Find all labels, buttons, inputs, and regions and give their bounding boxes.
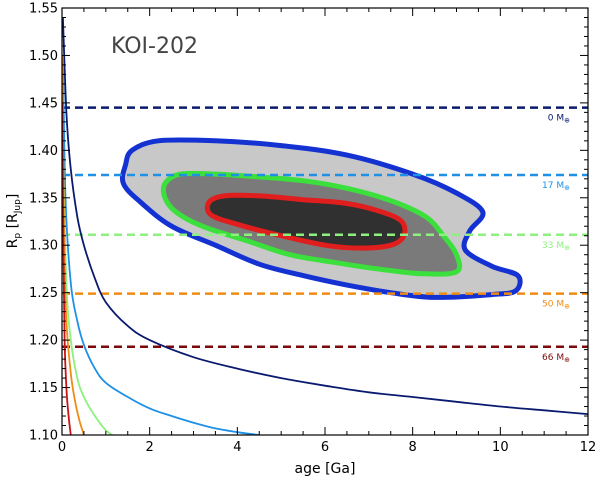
x-tick-label: 6 bbox=[321, 440, 329, 455]
axis-ticks bbox=[61, 7, 589, 436]
x-tick-labels: 0 2 4 6 8 10 12 bbox=[58, 440, 596, 455]
y-tick-label: 1.40 bbox=[29, 144, 58, 159]
mass-line-label-2: 33 M⊕ bbox=[542, 241, 570, 252]
mass-line-label-4: 66 M⊕ bbox=[542, 353, 570, 364]
y-tick-label: 1.50 bbox=[29, 49, 58, 64]
x-tick-label: 2 bbox=[146, 440, 154, 455]
y-tick-label: 1.10 bbox=[29, 429, 58, 444]
evolution-curve-4 bbox=[62, 102, 72, 435]
evolution-curve-1 bbox=[62, 55, 260, 435]
y-tick-label: 1.30 bbox=[29, 239, 58, 254]
mass-line-label-1: 17 M⊕ bbox=[542, 181, 570, 192]
x-axis-label: age [Ga] bbox=[295, 461, 356, 477]
y-axis-label-main: R bbox=[5, 238, 21, 248]
y-tick-label: 1.55 bbox=[29, 2, 58, 17]
x-tick-label: 0 bbox=[58, 440, 66, 455]
y-axis-label-mid: [R bbox=[5, 213, 21, 233]
x-tick-label: 4 bbox=[233, 440, 241, 455]
y-tick-label: 1.15 bbox=[29, 381, 58, 396]
evolution-curve-2 bbox=[62, 150, 113, 435]
x-tick-label: 12 bbox=[580, 440, 597, 455]
mass-line-label-0: 0 M⊕ bbox=[548, 114, 570, 125]
mass-line-label-3: 50 M⊕ bbox=[542, 300, 570, 311]
y-tick-label: 1.45 bbox=[29, 96, 58, 111]
mass-reference-lines bbox=[62, 106, 588, 349]
y-axis-label-sub2: Jup bbox=[13, 199, 23, 214]
y-tick-labels: 1.10 1.15 1.20 1.25 1.30 1.35 1.40 1.45 1.50 1.55 bbox=[29, 2, 58, 444]
y-tick-label: 1.20 bbox=[29, 334, 58, 349]
y-axis-label: Rp [RJup] bbox=[5, 194, 23, 249]
evolution-curves bbox=[62, 17, 588, 435]
y-tick-label: 1.35 bbox=[29, 191, 58, 206]
evolution-curve-0 bbox=[62, 17, 588, 415]
x-tick-label: 8 bbox=[409, 440, 417, 455]
y-tick-label: 1.25 bbox=[29, 286, 58, 301]
y-axis-label-sub1: p bbox=[13, 233, 23, 239]
chart-title: KOI-202 bbox=[111, 34, 198, 59]
x-tick-label: 10 bbox=[492, 440, 509, 455]
mass-line-labels: 0 M⊕ 17 M⊕ 33 M⊕ 50 M⊕ 66 M⊕ bbox=[542, 114, 570, 364]
y-axis-label-end: ] bbox=[5, 194, 21, 199]
